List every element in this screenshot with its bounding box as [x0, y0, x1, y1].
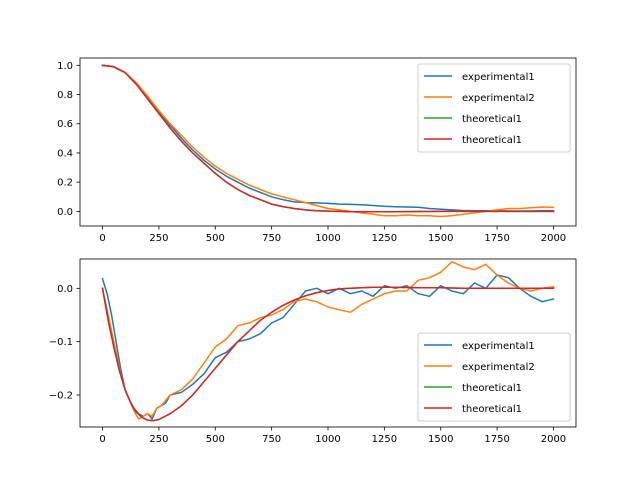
x-tick-label: 1500: [428, 233, 453, 244]
x-tick-label: 250: [149, 434, 168, 445]
x-tick-label: 750: [262, 434, 281, 445]
x-tick-label: 1250: [372, 434, 397, 445]
y-tick-label: 0.4: [57, 148, 73, 159]
x-tick-label: 750: [262, 233, 281, 244]
legend: experimental1 experimental2 theoretical1 th…: [417, 332, 571, 422]
x-tick-label: 0: [99, 233, 105, 244]
x-tick-label: 1500: [428, 434, 453, 445]
legend-label: theoretical1: [462, 135, 522, 146]
y-tick-label: 0.8: [57, 90, 73, 101]
y-tick-label: 0.0: [57, 207, 73, 218]
x-tick-label: 0: [99, 434, 105, 445]
series-line-experimental2-1: [101, 64, 555, 218]
legend-label: theoretical1: [462, 404, 522, 415]
y-tick-label: 0.2: [57, 178, 73, 189]
top-chart: 0 250 500 750 1000 1250 1500 1750 2000 0.0 0.2 0.4 0…: [57, 57, 577, 244]
x-tick-label: 2000: [541, 233, 566, 244]
legend-label: theoretical1: [462, 383, 522, 394]
x-tick-label: 250: [149, 233, 168, 244]
series-line-theoretical1-3: [101, 64, 555, 213]
series-line-theoretical1-3: [101, 286, 555, 422]
y-tick-label: −0.1: [49, 337, 73, 348]
x-tick-label: 1000: [315, 434, 340, 445]
legend-box: [417, 63, 571, 153]
legend-box: [417, 332, 571, 422]
x-tick-label: 1750: [484, 434, 509, 445]
x-tick-label: 1000: [315, 233, 340, 244]
y-tick-label: 1.0: [57, 61, 73, 72]
legend-label: experimental2: [462, 93, 535, 104]
x-tick-label: 1750: [484, 233, 509, 244]
x-tick-label: 500: [206, 233, 225, 244]
y-tick-label: 0.0: [57, 284, 73, 295]
legend-label: experimental2: [462, 362, 535, 373]
x-tick-label: 500: [206, 434, 225, 445]
y-tick-label: 0.6: [57, 119, 73, 130]
legend-label: experimental1: [462, 341, 535, 352]
x-tick-label: 2000: [541, 434, 566, 445]
x-tick-label: 1250: [372, 233, 397, 244]
legend-label: theoretical1: [462, 114, 522, 125]
legend: experimental1 experimental2 theoretical1 th…: [417, 63, 571, 153]
y-tick-label: −0.2: [49, 391, 73, 402]
legend-label: experimental1: [462, 72, 535, 83]
series-line-experimental2-1: [101, 260, 555, 420]
series-lines: [101, 260, 555, 422]
bottom-chart: 0 250 500 750 1000 1250 1500 1750 2000 −0.2 −0.1 0.…: [49, 258, 577, 445]
series-lines: [101, 64, 555, 218]
